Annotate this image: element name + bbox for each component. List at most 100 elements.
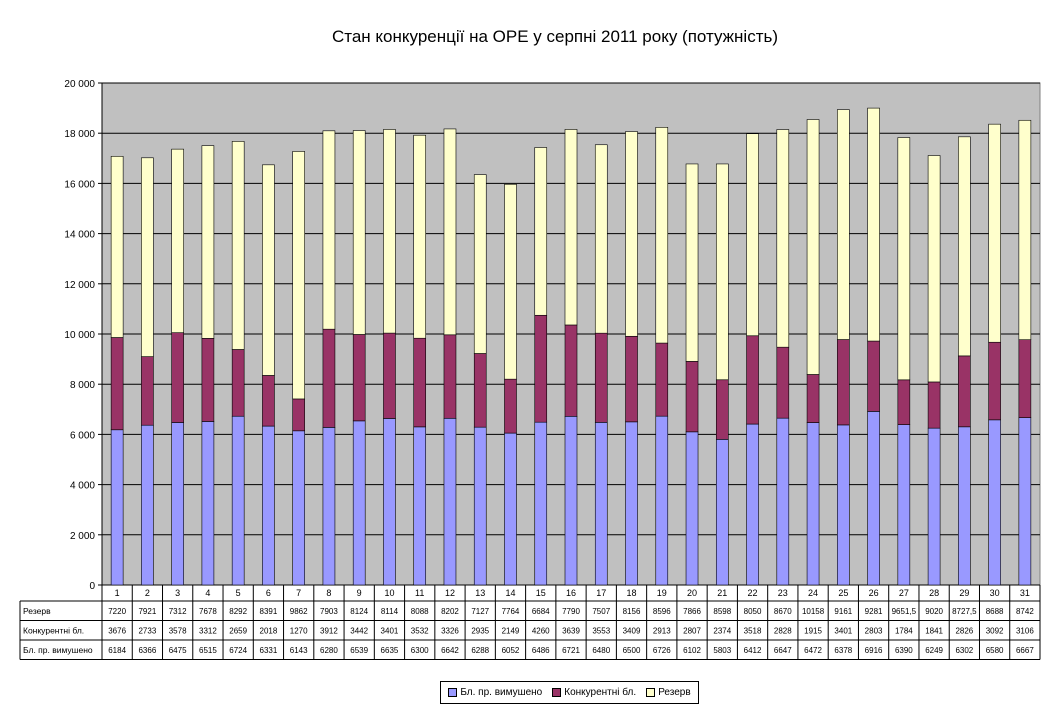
data-label: 2803	[865, 626, 883, 635]
bar-competitive	[443, 334, 457, 419]
x-tick-label: 2	[145, 588, 150, 598]
x-tick-label: 11	[415, 588, 424, 598]
data-label: 6486	[532, 646, 550, 655]
bar-reserve	[141, 157, 154, 357]
x-tick-label: 5	[236, 588, 241, 598]
bar-reserve	[685, 163, 699, 362]
bar-reserve	[171, 148, 184, 333]
y-tick-label: 4 000	[70, 481, 95, 492]
bar-reserve	[443, 128, 457, 336]
data-label: 6635	[381, 646, 399, 655]
bar-forced	[625, 421, 638, 586]
data-label: 6667	[1016, 646, 1034, 655]
legend-item-reserve: Резерв	[646, 687, 691, 698]
bar-competitive	[141, 356, 154, 426]
data-label: 3326	[441, 626, 459, 635]
data-label: 2826	[955, 626, 973, 635]
x-tick-label: 24	[808, 588, 818, 598]
bar-forced	[383, 418, 396, 586]
y-tick-label: 6 000	[70, 430, 95, 441]
bar-forced	[837, 424, 850, 586]
bar-forced	[715, 439, 729, 586]
bar-competitive	[927, 381, 941, 429]
data-label: 8598	[713, 607, 731, 616]
data-label: 8114	[381, 607, 399, 616]
bar-forced	[473, 426, 487, 586]
x-tick-label: 26	[869, 588, 879, 598]
data-label: 1784	[895, 626, 913, 635]
data-label: 6331	[260, 646, 278, 655]
bar-forced	[201, 421, 215, 586]
bar-reserve	[473, 174, 487, 354]
data-label: 3912	[320, 626, 338, 635]
bar-forced	[171, 422, 184, 586]
data-label: 6916	[865, 646, 883, 655]
data-label: 7127	[471, 607, 489, 616]
table-row-label: Резерв	[23, 606, 51, 616]
bar-reserve	[776, 129, 790, 348]
bar-competitive	[867, 340, 880, 412]
y-tick-label: 12 000	[64, 280, 95, 291]
bar-forced	[897, 424, 911, 586]
legend-label-forced: Бл. пр. вимушено	[460, 687, 543, 698]
data-label: 4260	[532, 626, 550, 635]
x-tick-label: 19	[657, 588, 667, 598]
bar-forced	[534, 421, 548, 586]
data-label: 3312	[199, 626, 217, 635]
legend: Бл. пр. вимушено Конкурентні бл. Резерв	[440, 681, 699, 704]
x-tick-label: 12	[445, 588, 455, 598]
x-tick-label: 16	[566, 588, 576, 598]
x-tick-label: 30	[990, 588, 1000, 598]
x-tick-label: 9	[357, 588, 362, 598]
bar-competitive	[383, 332, 396, 419]
data-label: 3106	[1016, 626, 1034, 635]
bar-forced	[110, 429, 124, 586]
legend-label-competitive: Конкурентні бл.	[564, 687, 637, 698]
bar-competitive	[201, 338, 215, 422]
bar-reserve	[806, 119, 820, 375]
bar-competitive	[262, 375, 275, 427]
data-label: 3401	[834, 626, 852, 635]
data-label: 1841	[925, 626, 943, 635]
data-label: 8124	[350, 607, 368, 616]
data-label: 6143	[290, 646, 308, 655]
x-tick-label: 4	[205, 588, 210, 598]
bar-forced	[746, 423, 759, 586]
x-tick-label: 28	[929, 588, 939, 598]
data-label: 7678	[199, 607, 217, 616]
data-label: 2935	[471, 626, 489, 635]
bar-competitive	[594, 332, 608, 423]
x-tick-label: 23	[778, 588, 788, 598]
bar-competitive	[473, 353, 487, 428]
data-label: 6472	[804, 646, 822, 655]
data-label: 8156	[623, 607, 641, 616]
x-tick-label: 3	[175, 588, 180, 598]
bar-reserve	[655, 127, 669, 344]
bar-competitive	[352, 334, 366, 422]
legend-swatch-forced	[448, 688, 458, 697]
bar-forced	[231, 415, 245, 586]
data-label: 6647	[774, 646, 792, 655]
bar-reserve	[867, 107, 880, 342]
data-label: 6288	[471, 646, 489, 655]
bar-reserve	[988, 123, 1001, 343]
bar-reserve	[958, 136, 971, 357]
bar-forced	[292, 430, 305, 586]
bar-forced	[867, 411, 880, 586]
data-label: 9281	[865, 607, 883, 616]
x-tick-label: 21	[717, 588, 727, 598]
bar-forced	[262, 425, 275, 586]
data-label: 8727,5	[952, 607, 977, 616]
x-tick-label: 1	[115, 588, 120, 598]
y-tick-label: 8 000	[70, 380, 95, 391]
data-label: 6184	[108, 646, 126, 655]
x-tick-label: 29	[959, 588, 969, 598]
bar-competitive	[110, 337, 124, 431]
bar-competitive	[715, 379, 729, 440]
x-tick-label: 18	[627, 588, 637, 598]
data-label: 6302	[955, 646, 973, 655]
bar-forced	[443, 417, 457, 586]
bar-reserve	[564, 129, 578, 326]
y-tick-label: 2 000	[70, 531, 95, 542]
